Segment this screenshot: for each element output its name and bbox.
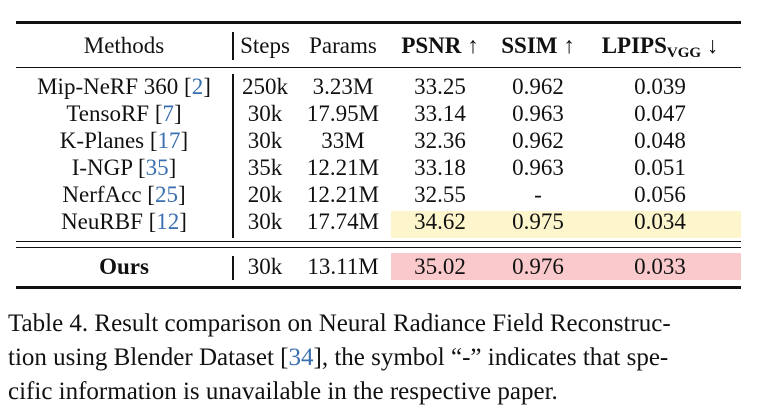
ssim-value: 0.962 bbox=[512, 74, 564, 99]
best-highlight bbox=[391, 253, 741, 280]
column-separator-body bbox=[232, 74, 234, 238]
psnr-value: 32.36 bbox=[414, 128, 466, 153]
citation-link[interactable]: 25 bbox=[154, 182, 178, 207]
method-name: I-NGP [35] bbox=[71, 155, 177, 180]
ours-lpips-value: 0.033 bbox=[634, 254, 686, 279]
header-steps: Steps bbox=[240, 33, 290, 58]
caption-line-3: cific information is unavailable in the … bbox=[8, 378, 558, 405]
psnr-value: 33.18 bbox=[414, 155, 466, 180]
ours-ssim-value: 0.976 bbox=[512, 254, 564, 279]
steps-value: 30k bbox=[247, 209, 283, 234]
lpips-value: 0.039 bbox=[634, 74, 686, 99]
ours-params-value: 13.11M bbox=[307, 254, 379, 279]
header-lpips-main: LPIPS bbox=[601, 33, 667, 58]
lpips-value: 0.034 bbox=[634, 209, 686, 234]
lpips-value: 0.056 bbox=[634, 182, 686, 207]
psnr-value: 33.14 bbox=[414, 101, 466, 126]
ssim-value: 0.975 bbox=[512, 209, 564, 234]
caption-line-1: Table 4. Result comparison on Neural Rad… bbox=[8, 310, 671, 337]
params-value: 17.74M bbox=[306, 209, 380, 234]
header-lpips-arrow: ↓ bbox=[701, 33, 719, 58]
method-name: NerfAcc [25] bbox=[62, 182, 186, 207]
table-caption: Table 4. Result comparison on Neural Rad… bbox=[8, 307, 770, 409]
citation-link[interactable]: 7 bbox=[162, 101, 174, 126]
method-name: TensoRF [7] bbox=[66, 101, 182, 126]
lpips-value: 0.047 bbox=[634, 101, 686, 126]
caption-line-2: tion using Blender Dataset [34], the sym… bbox=[8, 344, 669, 371]
header-params: Params bbox=[309, 33, 377, 58]
ours-psnr-value: 35.02 bbox=[414, 254, 466, 279]
group-rule-2 bbox=[16, 247, 741, 249]
steps-value: 30k bbox=[247, 101, 283, 126]
citation-link[interactable]: 17 bbox=[157, 128, 181, 153]
params-value: 12.21M bbox=[306, 155, 380, 180]
citation-link[interactable]: 12 bbox=[156, 209, 180, 234]
header-methods: Methods bbox=[83, 33, 165, 58]
ssim-value: - bbox=[534, 182, 542, 207]
lpips-value: 0.048 bbox=[634, 128, 686, 153]
header-rule bbox=[16, 67, 741, 69]
method-name: Mip-NeRF 360 [2] bbox=[37, 74, 211, 99]
caption-citation-link[interactable]: 34 bbox=[288, 344, 314, 371]
params-value: 3.23M bbox=[312, 74, 374, 99]
bottom-rule bbox=[16, 286, 741, 289]
header-lpips: LPIPSVGG ↓ bbox=[602, 33, 719, 66]
steps-value: 20k bbox=[247, 182, 283, 207]
ssim-value: 0.962 bbox=[512, 128, 564, 153]
params-value: 12.21M bbox=[306, 182, 380, 207]
method-name: K-Planes [17] bbox=[59, 128, 189, 153]
ssim-value: 0.963 bbox=[512, 101, 564, 126]
ours-steps-value: 30k bbox=[247, 254, 283, 279]
psnr-value: 33.25 bbox=[414, 74, 466, 99]
params-value: 17.95M bbox=[306, 101, 380, 126]
header-ssim: SSIM ↑ bbox=[501, 33, 575, 58]
header-psnr: PSNR ↑ bbox=[401, 33, 479, 58]
top-rule bbox=[16, 21, 741, 24]
psnr-value: 32.55 bbox=[414, 182, 466, 207]
column-separator-ours bbox=[232, 256, 234, 280]
ours-method-name: Ours bbox=[99, 254, 149, 279]
steps-value: 35k bbox=[247, 155, 283, 180]
steps-value: 30k bbox=[247, 128, 283, 153]
psnr-value: 34.62 bbox=[414, 209, 466, 234]
lpips-value: 0.051 bbox=[634, 155, 686, 180]
steps-value: 250k bbox=[242, 74, 288, 99]
params-value: 33M bbox=[321, 128, 365, 153]
column-separator-header bbox=[232, 32, 234, 60]
header-lpips-sub: VGG bbox=[666, 45, 702, 61]
method-name: NeuRBF [12] bbox=[61, 209, 187, 234]
citation-link[interactable]: 35 bbox=[145, 155, 169, 180]
citation-link[interactable]: 2 bbox=[191, 74, 204, 99]
second-best-highlight bbox=[391, 211, 741, 238]
ssim-value: 0.963 bbox=[512, 155, 564, 180]
group-rule-1 bbox=[16, 241, 741, 243]
